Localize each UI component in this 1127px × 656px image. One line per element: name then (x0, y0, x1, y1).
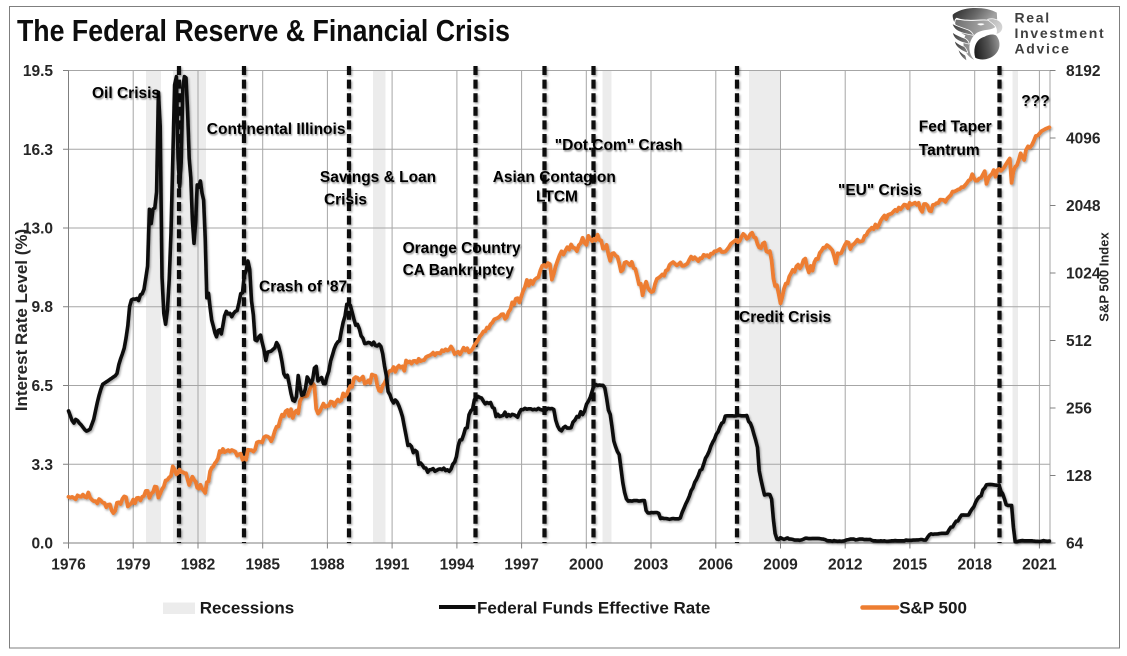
svg-text:Continental Illinois: Continental Illinois (207, 121, 346, 138)
svg-text:CA Bankruptcy: CA Bankruptcy (403, 262, 515, 279)
svg-text:Interest Rate Level (%): Interest Rate Level (%) (12, 229, 31, 411)
svg-text:Recessions: Recessions (200, 599, 295, 618)
svg-text:2006: 2006 (699, 557, 734, 574)
svg-text:Crash of '87: Crash of '87 (259, 279, 347, 296)
svg-text:Savings & Loan: Savings & Loan (320, 169, 436, 186)
svg-text:256: 256 (1066, 401, 1092, 418)
svg-text:1997: 1997 (504, 557, 538, 574)
svg-text:2015: 2015 (893, 557, 928, 574)
svg-text:Credit Crisis: Credit Crisis (739, 309, 831, 326)
svg-text:Real: Real (1015, 10, 1051, 26)
svg-text:2012: 2012 (828, 557, 862, 574)
svg-text:2048: 2048 (1066, 198, 1101, 215)
svg-text:6.5: 6.5 (31, 378, 53, 395)
svg-text:LTCM: LTCM (536, 189, 578, 206)
svg-text:1994: 1994 (440, 557, 475, 574)
svg-text:4096: 4096 (1066, 131, 1101, 148)
svg-text:Investment: Investment (1015, 25, 1106, 41)
svg-text:"EU" Crisis: "EU" Crisis (838, 182, 922, 199)
svg-text:???: ??? (1021, 93, 1049, 110)
svg-text:2000: 2000 (569, 557, 603, 574)
svg-text:2021: 2021 (1022, 557, 1057, 574)
svg-text:512: 512 (1066, 333, 1092, 350)
svg-text:2009: 2009 (763, 557, 798, 574)
svg-text:Tantrum: Tantrum (919, 142, 980, 159)
svg-text:1976: 1976 (51, 557, 86, 574)
svg-text:Fed Taper: Fed Taper (919, 118, 992, 135)
svg-text:16.3: 16.3 (23, 142, 54, 159)
svg-text:1988: 1988 (310, 557, 345, 574)
svg-text:Federal Funds Effective Rate: Federal Funds Effective Rate (477, 599, 710, 618)
svg-text:9.8: 9.8 (31, 299, 53, 316)
svg-text:64: 64 (1066, 536, 1084, 553)
svg-text:S&P 500 Index: S&P 500 Index (1097, 232, 1112, 322)
svg-text:2003: 2003 (634, 557, 669, 574)
svg-text:Orange Country: Orange Country (403, 240, 521, 257)
svg-text:1985: 1985 (245, 557, 280, 574)
svg-text:13.0: 13.0 (23, 221, 53, 238)
svg-text:Advice: Advice (1015, 40, 1071, 56)
svg-text:Asian Contagion: Asian Contagion (493, 169, 616, 186)
svg-text:0.0: 0.0 (31, 536, 53, 553)
svg-text:3.3: 3.3 (31, 457, 53, 474)
svg-text:The Federal Reserve & Financia: The Federal Reserve & Financial Crisis (17, 14, 510, 48)
svg-text:1979: 1979 (116, 557, 151, 574)
svg-text:19.5: 19.5 (23, 63, 54, 80)
svg-text:2018: 2018 (957, 557, 992, 574)
svg-text:1024: 1024 (1066, 266, 1101, 283)
svg-text:128: 128 (1066, 468, 1092, 485)
svg-text:1982: 1982 (181, 557, 215, 574)
svg-text:8192: 8192 (1066, 63, 1100, 80)
svg-text:S&P 500: S&P 500 (899, 599, 967, 618)
svg-text:"Dot.Com" Crash: "Dot.Com" Crash (555, 137, 683, 154)
svg-text:Crisis: Crisis (324, 192, 367, 209)
svg-text:Oil Crisis: Oil Crisis (92, 85, 160, 102)
svg-text:1991: 1991 (375, 557, 410, 574)
